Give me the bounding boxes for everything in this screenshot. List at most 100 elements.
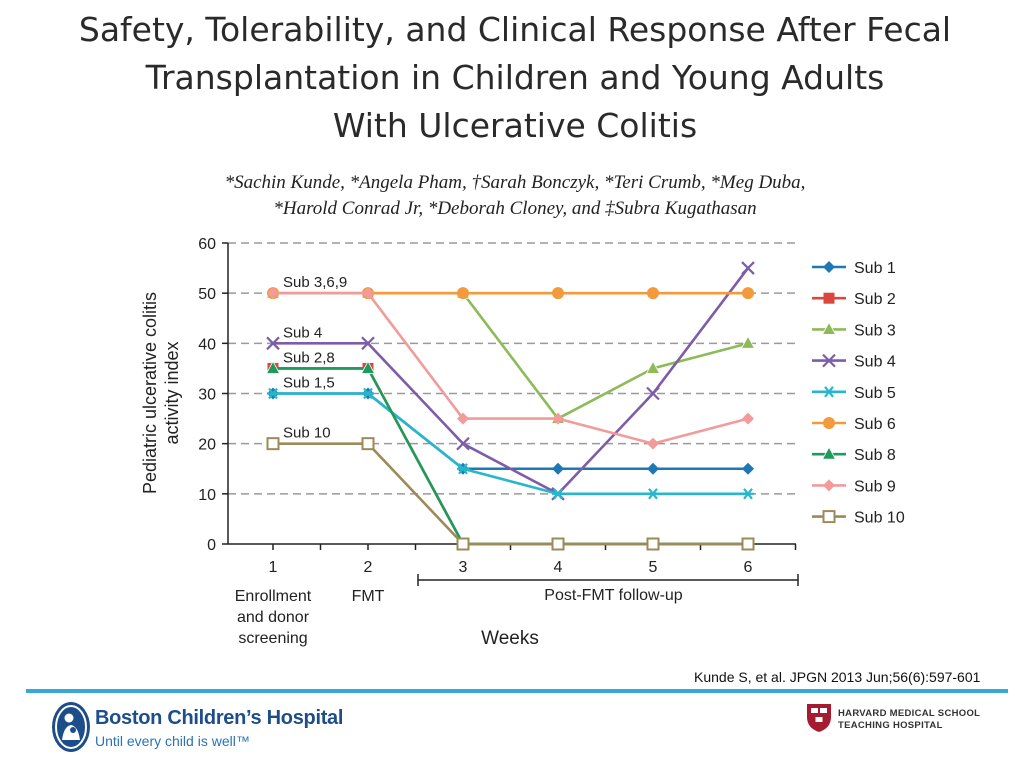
x-sub-label: Enrollment	[235, 588, 312, 605]
series-annotation: Sub 1,5	[283, 375, 335, 392]
footer-divider	[26, 689, 1008, 693]
data-point-sub-10	[551, 537, 565, 551]
y-tick-label: 30	[198, 387, 216, 404]
citation: Kunde S, et al. JPGN 2013 Jun;56(6):597-…	[694, 669, 981, 685]
data-point-sub-5	[552, 488, 564, 500]
data-point-sub-9	[647, 437, 659, 450]
legend-label: Sub 1	[854, 260, 896, 277]
harvard-shield-icon	[807, 704, 831, 732]
series-annotation: Sub 10	[283, 425, 331, 442]
partner-line: TEACHING HOSPITAL	[838, 720, 943, 731]
title-line: Transplantation in Children and Young Ad…	[145, 58, 885, 97]
author-list: *Sachin Kunde, *Angela Pham, †Sarah Bonc…	[120, 170, 910, 222]
y-tick-label: 0	[207, 537, 216, 554]
data-point-sub-4	[741, 261, 755, 275]
legend-marker-sub-6	[823, 417, 835, 429]
x-sub-label: and donor	[237, 609, 310, 626]
data-point-sub-3	[740, 335, 756, 349]
legend-label: Sub 6	[854, 416, 896, 433]
x-sub-label: FMT	[352, 588, 385, 605]
series-annotation: Sub 4	[283, 324, 322, 341]
title-line: With Ulcerative Colitis	[332, 106, 698, 145]
data-point-sub-9	[552, 412, 564, 425]
data-point-sub-5	[457, 463, 469, 475]
legend-label: Sub 5	[854, 385, 896, 402]
data-point-sub-5	[647, 488, 659, 500]
series-line-sub-3	[273, 291, 749, 420]
legend-label: Sub 8	[854, 447, 896, 464]
data-point-sub-10	[646, 537, 660, 551]
line-chart: 0 10 20 30 40 50 60 1 2 3 4 5 6 Enrollment and donor sc…	[140, 236, 905, 649]
legend-marker-sub-10	[822, 510, 836, 524]
legend-marker-sub-1	[823, 261, 835, 273]
data-point-sub-4	[456, 436, 470, 451]
series-line-sub-9	[273, 291, 749, 445]
x-tick-label: 3	[459, 559, 468, 576]
partner-label: HARVARD MEDICAL SCHOOL TEACHING HOSPITAL	[838, 708, 980, 732]
legend-marker-sub-4	[822, 353, 836, 368]
data-point-sub-6	[457, 287, 469, 300]
y-axis-title: Pediatric ulcerative colitis activity ind…	[140, 292, 182, 494]
data-point-sub-9	[457, 412, 469, 425]
data-point-sub-8	[265, 360, 281, 374]
x-tick-label: 6	[744, 559, 753, 576]
y-axis-title-line: Pediatric ulcerative colitis	[140, 292, 160, 494]
data-point-sub-6	[552, 287, 564, 300]
phase-label: Post-FMT follow-up	[544, 587, 683, 604]
series-annotation: Sub 2,8	[283, 349, 335, 366]
data-point-sub-5	[267, 387, 279, 400]
series-line-sub-10	[273, 442, 748, 546]
partner-line: HARVARD MEDICAL SCHOOL	[838, 708, 981, 719]
legend-marker-sub-8	[821, 446, 837, 460]
series-line-sub-5	[273, 392, 748, 496]
data-point-sub-10	[361, 437, 375, 451]
x-axis-title: Weeks	[481, 628, 539, 649]
legend-label: Sub 3	[854, 322, 896, 339]
hospital-tagline: Until every child is well™	[95, 733, 250, 749]
author-line: *Sachin Kunde, *Angela Pham, †Sarah Bonc…	[224, 172, 806, 193]
x-tick-label: 5	[649, 559, 658, 576]
x-tick-label: 1	[269, 559, 278, 576]
y-axis-title-line: activity index	[162, 341, 182, 444]
data-point-sub-3	[645, 360, 661, 374]
legend-label: Sub 4	[854, 354, 896, 371]
data-point-sub-10	[266, 437, 280, 451]
legend-label: Sub 10	[854, 510, 905, 527]
y-tick-label: 40	[198, 336, 216, 353]
data-point-sub-6	[647, 287, 659, 300]
data-point-sub-5	[362, 387, 374, 400]
data-point-sub-1	[742, 462, 754, 475]
x-tick-label: 2	[364, 559, 373, 576]
legend-marker-sub-9	[823, 479, 835, 492]
series-line-sub-4	[273, 267, 750, 496]
data-point-sub-1	[552, 462, 564, 475]
data-point-sub-9	[362, 287, 374, 300]
author-line: *Harold Conrad Jr, *Deborah Cloney, and …	[273, 198, 757, 219]
title-line: Safety, Tolerability, and Clinical Respo…	[78, 10, 952, 49]
x-tick-label: 4	[554, 559, 563, 576]
data-point-sub-1	[647, 462, 659, 475]
data-point-sub-9	[267, 287, 279, 300]
slide-title: Safety, Tolerability, and Clinical Respo…	[40, 6, 990, 150]
y-tick-label: 20	[198, 437, 216, 454]
series-annotation: Sub 3,6,9	[283, 274, 347, 291]
legend-marker-sub-2	[823, 292, 835, 304]
data-point-sub-8	[360, 360, 376, 374]
hospital-name: Boston Children’s Hospital	[95, 707, 344, 729]
data-point-sub-9	[742, 412, 754, 425]
data-point-sub-5	[742, 488, 754, 500]
data-point-sub-4	[266, 336, 280, 351]
legend-label: Sub 9	[854, 478, 896, 495]
data-point-sub-6	[742, 287, 754, 300]
y-tick-label: 60	[198, 236, 216, 253]
x-sub-label: screening	[238, 630, 307, 647]
legend-marker-sub-3	[821, 321, 837, 335]
data-point-sub-10	[741, 537, 755, 551]
series-line-sub-1	[273, 392, 748, 471]
legend-marker-sub-5	[823, 386, 835, 398]
data-point-sub-4	[646, 386, 660, 401]
data-point-sub-10	[456, 537, 470, 551]
legend-label: Sub 2	[854, 291, 896, 308]
hospital-logo-icon	[52, 702, 90, 752]
data-point-sub-4	[361, 336, 375, 351]
